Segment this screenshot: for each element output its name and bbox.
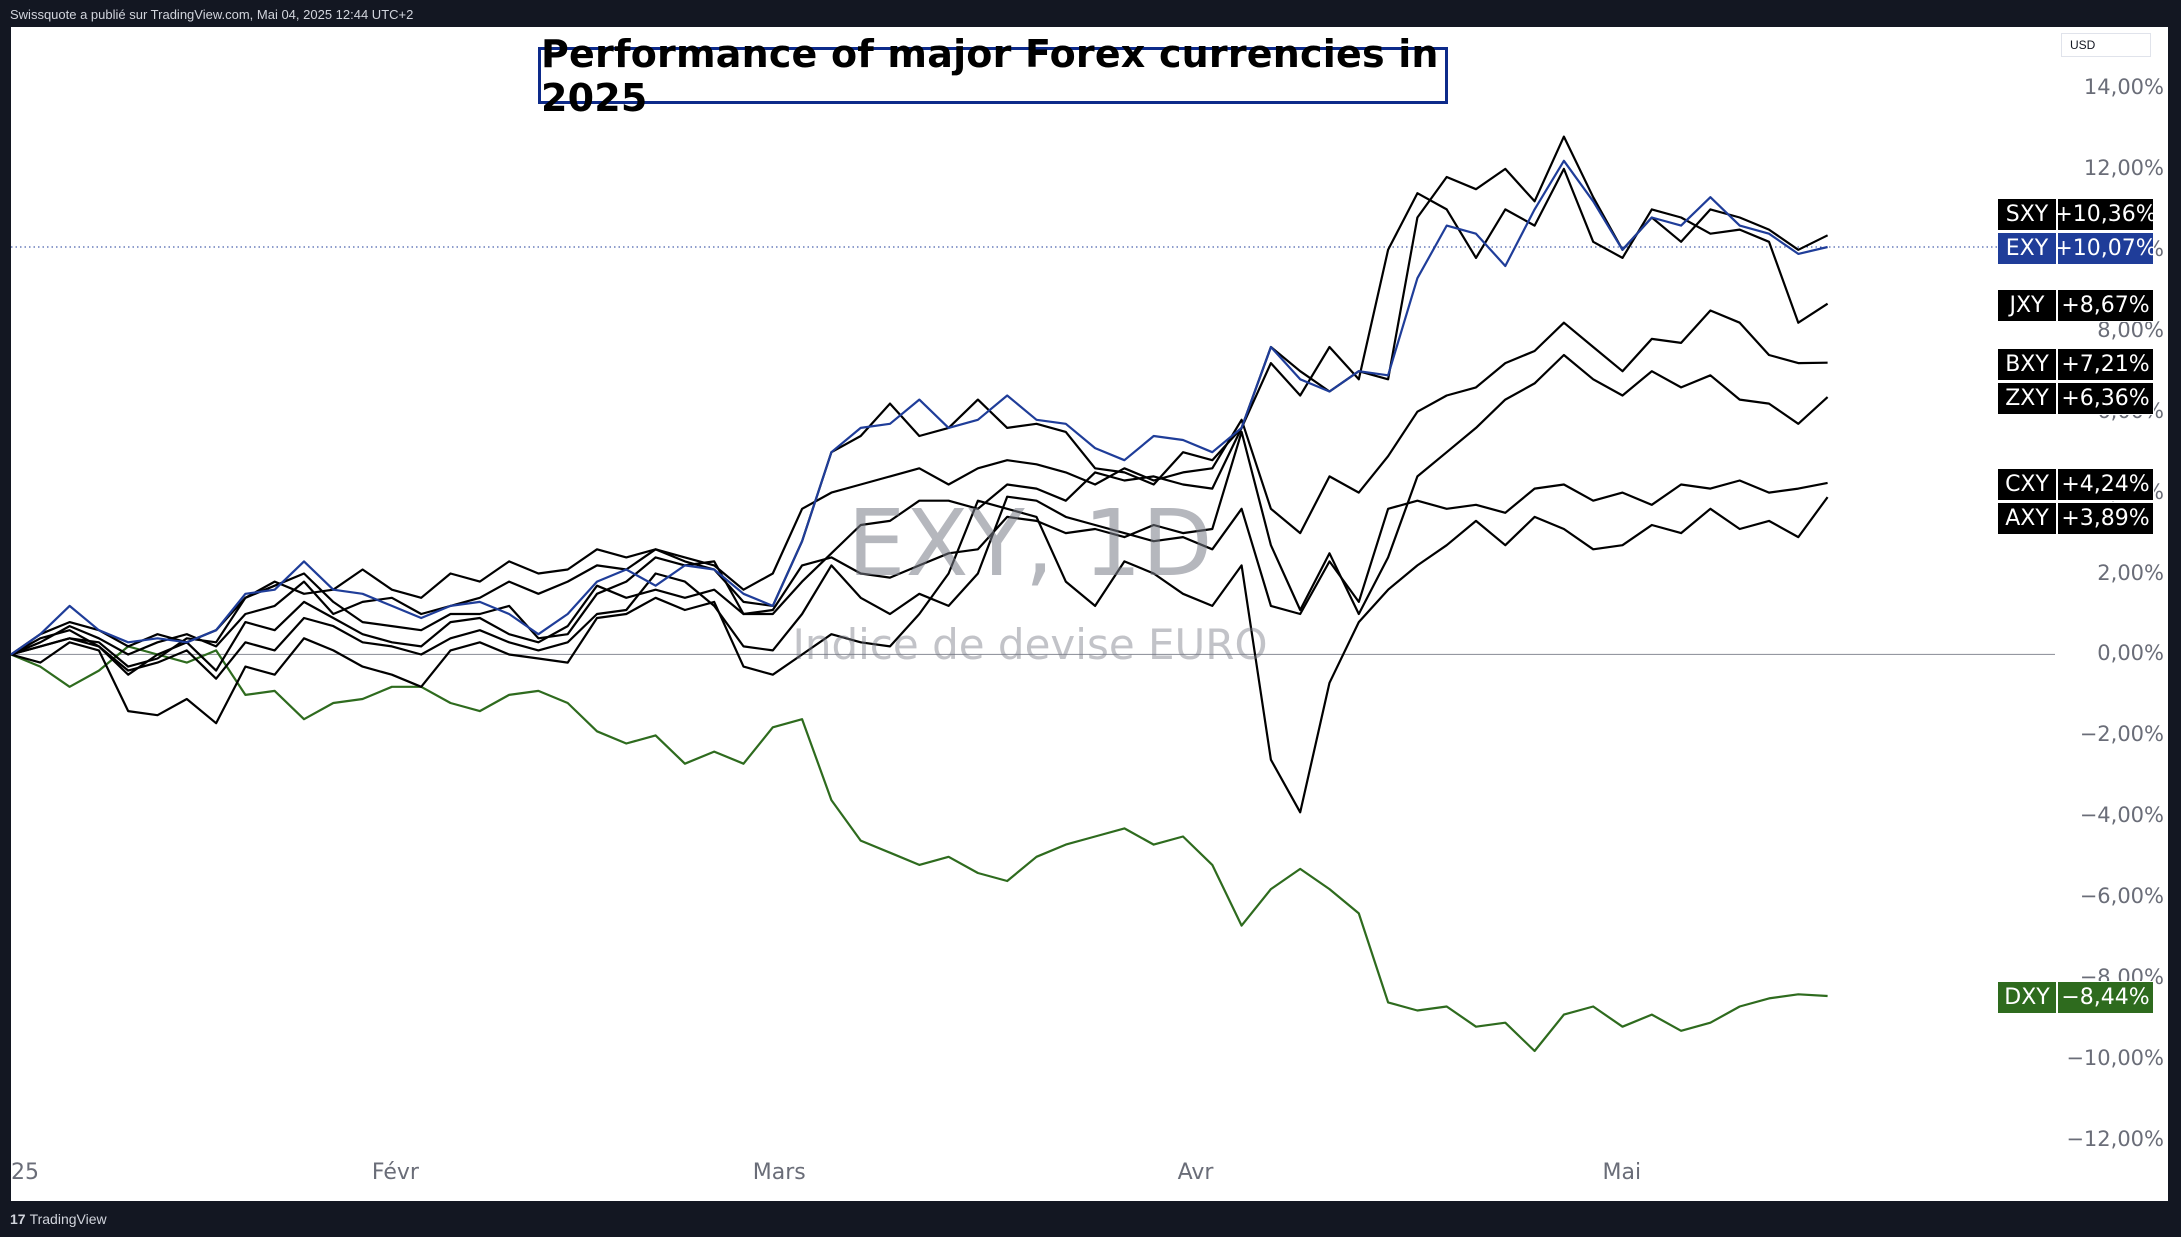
series-badge-symbol: EXY bbox=[1997, 232, 2057, 265]
series-badge-zxy: ZXY +6,36% bbox=[1997, 382, 2154, 415]
series-line-jxy[interactable] bbox=[10, 167, 1829, 668]
series-badge-value: +8,67% bbox=[2057, 289, 2154, 322]
y-tick-label: −4,00% bbox=[2079, 803, 2164, 828]
series-badge-exy: EXY +10,07% bbox=[1997, 232, 2157, 265]
y-tick-label: −2,00% bbox=[2079, 722, 2164, 747]
series-badge-symbol: CXY bbox=[1997, 468, 2057, 501]
series-badge-value: +3,89% bbox=[2057, 502, 2154, 535]
series-badge-symbol: JXY bbox=[1997, 289, 2057, 322]
footer-bar bbox=[0, 1201, 2181, 1237]
tradingview-brand[interactable]: 17 TradingView bbox=[10, 1211, 107, 1227]
currency-selector[interactable]: USD bbox=[2061, 33, 2151, 57]
chart-title: Performance of major Forex currencies in… bbox=[541, 31, 1439, 120]
series-line-exy[interactable] bbox=[10, 159, 1828, 656]
y-tick-label: 14,00% bbox=[2083, 75, 2164, 99]
chart-title-box: Performance of major Forex currencies in… bbox=[538, 32, 1448, 120]
series-badge-value: +7,21% bbox=[2057, 348, 2154, 381]
series-badge-dxy: DXY −8,44% bbox=[1997, 981, 2154, 1014]
series-badge-symbol: SXY bbox=[1997, 198, 2057, 231]
series-badge-axy: AXY +3,89% bbox=[1997, 502, 2154, 535]
series-line-cxy[interactable] bbox=[10, 479, 1828, 680]
series-badge-bxy: BXY +7,21% bbox=[1997, 348, 2154, 381]
series-line-sxy[interactable] bbox=[10, 135, 1829, 656]
y-tick-label: −12,00% bbox=[2066, 1127, 2164, 1151]
series-badge-jxy: JXY +8,67% bbox=[1997, 289, 2154, 322]
series-badge-symbol: AXY bbox=[1997, 502, 2057, 535]
series-badge-symbol: DXY bbox=[1997, 981, 2057, 1014]
symbol-name-watermark: Indice de devise EURO bbox=[792, 620, 1268, 669]
x-tick-label: 25 bbox=[11, 1160, 39, 1185]
symbol-watermark: EXY, 1D bbox=[847, 490, 1213, 597]
series-line-axy[interactable] bbox=[10, 496, 1829, 814]
series-line-zxy[interactable] bbox=[10, 353, 1829, 676]
brand-label: TradingView bbox=[29, 1211, 107, 1227]
series-badge-cxy: CXY +4,24% bbox=[1997, 468, 2154, 501]
publish-info: Swissquote a publié sur TradingView.com,… bbox=[10, 7, 414, 22]
y-tick-label: −6,00% bbox=[2079, 884, 2164, 909]
series-badge-value: +6,36% bbox=[2057, 382, 2154, 415]
y-tick-label: −10,00% bbox=[2066, 1046, 2164, 1071]
series-badge-value: +10,36% bbox=[2054, 198, 2157, 231]
series-badge-symbol: ZXY bbox=[1997, 382, 2057, 415]
tradingview-logo-icon: 17 bbox=[10, 1211, 26, 1227]
publish-bar: Swissquote a publié sur TradingView.com,… bbox=[0, 0, 2181, 27]
x-tick-label: Mai bbox=[1602, 1160, 1642, 1185]
x-tick-label: Avr bbox=[1177, 1160, 1214, 1185]
x-tick-label: Mars bbox=[752, 1160, 806, 1185]
series-badge-value: +4,24% bbox=[2057, 468, 2154, 501]
y-tick-label: 2,00% bbox=[2097, 560, 2164, 585]
series-badge-value: −8,44% bbox=[2057, 981, 2154, 1014]
series-badge-sxy: SXY +10,36% bbox=[1997, 198, 2157, 231]
series-line-dxy[interactable] bbox=[10, 645, 1828, 1053]
y-tick-label: 12,00% bbox=[2083, 155, 2164, 180]
y-tick-label: 0,00% bbox=[2097, 641, 2164, 666]
chart-area[interactable] bbox=[11, 27, 2168, 1201]
series-badge-symbol: BXY bbox=[1997, 348, 2057, 381]
x-tick-label: Févr bbox=[371, 1160, 419, 1185]
series-badge-value: +10,07% bbox=[2054, 232, 2157, 265]
